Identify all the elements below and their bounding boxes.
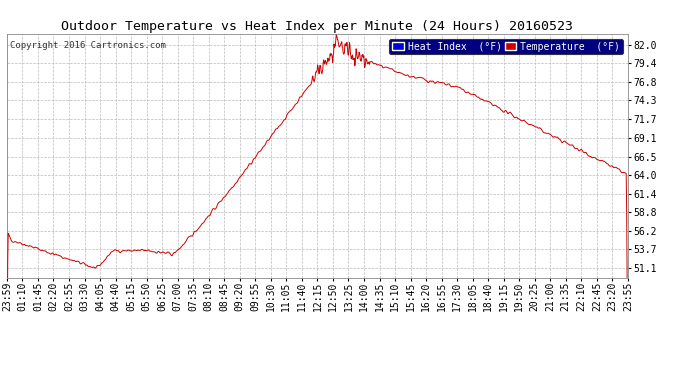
Text: Copyright 2016 Cartronics.com: Copyright 2016 Cartronics.com [10, 41, 166, 50]
Legend: Heat Index  (°F), Temperature  (°F): Heat Index (°F), Temperature (°F) [389, 39, 623, 54]
Title: Outdoor Temperature vs Heat Index per Minute (24 Hours) 20160523: Outdoor Temperature vs Heat Index per Mi… [61, 20, 573, 33]
